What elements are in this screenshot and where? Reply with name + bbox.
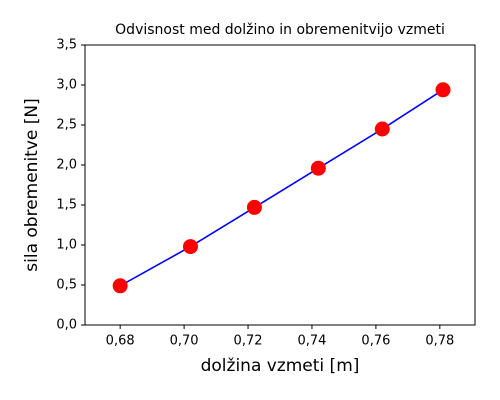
x-tick-label: 0,70 [170, 334, 199, 349]
point [435, 82, 451, 98]
x-tick-label: 0,78 [425, 334, 454, 349]
point [246, 199, 262, 215]
point [182, 239, 198, 255]
plot-frame [84, 44, 476, 326]
x-axis-label: dolžina vzmeti [m] [201, 356, 360, 376]
point [374, 121, 390, 137]
y-tick-label: 1,0 [56, 238, 77, 253]
y-axis-label: sila obremenitve [N] [22, 98, 42, 271]
y-tick-label: 2,5 [56, 118, 77, 133]
y-tick-label: 0,0 [56, 318, 77, 333]
x-tick-label: 0,74 [297, 334, 326, 349]
y-tick-label: 3,0 [56, 78, 77, 93]
x-tick-label: 0,68 [106, 334, 135, 349]
y-tick-label: 1,5 [56, 198, 77, 213]
point [310, 160, 326, 176]
chart-title: Odvisnost med dolžino in obremenitvijo v… [115, 22, 445, 38]
y-tick-label: 2,0 [56, 158, 77, 173]
series-line [119, 89, 444, 287]
point [112, 278, 128, 294]
y-tick-label: 0,5 [56, 278, 77, 293]
y-tick-label: 3,5 [56, 38, 77, 53]
x-tick-label: 0,72 [234, 334, 263, 349]
x-tick-label: 0,76 [361, 334, 390, 349]
